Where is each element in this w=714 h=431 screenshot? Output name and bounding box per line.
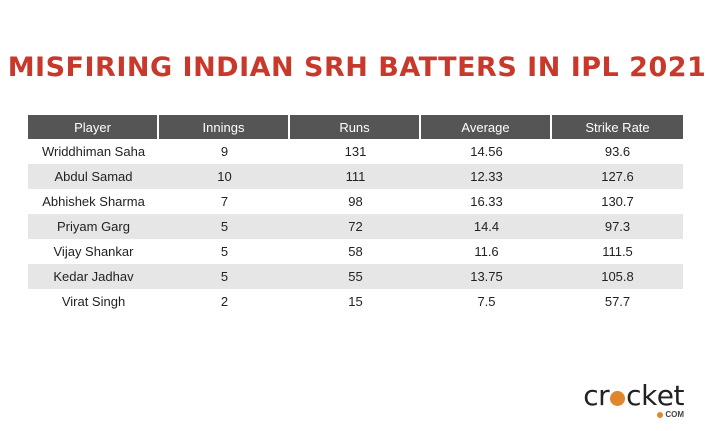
table-cell: 14.56 — [470, 144, 503, 159]
batting-stats-table: Player Innings Runs Average Strike Rate … — [28, 115, 683, 314]
logo-domain: COM — [583, 411, 684, 419]
table-row: Virat Singh 2 15 7.5 57.7 — [28, 289, 683, 314]
table-cell: 57.7 — [604, 294, 631, 309]
logo-wordmark: cr ck et — [583, 382, 684, 410]
table-cell: 72 — [290, 214, 421, 239]
table-cell: 2 — [220, 294, 229, 309]
table-cell: 16.33 — [470, 194, 503, 209]
table-cell: 130.7 — [601, 194, 634, 209]
table-cell: Vijay Shankar — [53, 244, 134, 259]
table-row: Abhishek Sharma 7 98 16.33 130.7 — [28, 189, 683, 214]
table-cell: 7 — [220, 194, 229, 209]
table-cell: Virat Singh — [61, 294, 126, 309]
table-cell: 13.75 — [421, 264, 552, 289]
table-cell: 10 — [159, 164, 290, 189]
chart-title: MISFIRING INDIAN SRH BATTERS IN IPL 2021 — [7, 52, 707, 83]
table-cell: 127.6 — [552, 164, 683, 189]
logo-text: cr — [583, 379, 610, 412]
column-header: Strike Rate — [552, 115, 683, 139]
cricket-com-logo: cr ck et COM — [583, 382, 684, 419]
column-header: Innings — [159, 115, 290, 139]
table-header-row: Player Innings Runs Average Strike Rate — [28, 115, 683, 139]
table-row: Priyam Garg 5 72 14.4 97.3 — [28, 214, 683, 239]
table-cell: 93.6 — [604, 144, 631, 159]
table-cell: 15 — [348, 294, 363, 309]
column-header: Runs — [290, 115, 421, 139]
logo-text: ck — [626, 379, 657, 412]
table-cell: 7.5 — [477, 294, 496, 309]
table-cell: 9 — [220, 144, 229, 159]
table-cell: 5 — [220, 244, 229, 259]
column-header: Average — [421, 115, 552, 139]
table-cell: Priyam Garg — [28, 214, 159, 239]
table-cell: 97.3 — [552, 214, 683, 239]
table-cell: 111 — [290, 164, 421, 189]
dot-icon — [657, 412, 664, 418]
table-cell: 131 — [344, 144, 367, 159]
table-row: Vijay Shankar 5 58 11.6 111.5 — [28, 239, 683, 264]
logo-text: et — [656, 379, 685, 412]
table-cell: 58 — [348, 244, 363, 259]
table-cell: Abhishek Sharma — [42, 194, 145, 209]
table-row: Wriddhiman Saha 9 131 14.56 93.6 — [28, 139, 683, 164]
table-cell: 5 — [159, 214, 290, 239]
column-header: Player — [28, 115, 159, 139]
cricket-ball-icon — [610, 390, 626, 406]
table-row: Abdul Samad 10 111 12.33 127.6 — [28, 164, 683, 189]
table-cell: 12.33 — [421, 164, 552, 189]
table-cell: 55 — [290, 264, 421, 289]
table-cell: 105.8 — [552, 264, 683, 289]
table-cell: 11.6 — [474, 244, 499, 259]
table-cell: Kedar Jadhav — [28, 264, 159, 289]
table-cell: 98 — [348, 194, 363, 209]
table-cell: 14.4 — [421, 214, 552, 239]
table-cell: Abdul Samad — [28, 164, 159, 189]
table-cell: 5 — [159, 264, 290, 289]
table-row: Kedar Jadhav 5 55 13.75 105.8 — [28, 264, 683, 289]
table-cell: 111.5 — [602, 244, 633, 259]
table-cell: Wriddhiman Saha — [41, 144, 146, 159]
logo-sub-text: COM — [665, 410, 684, 419]
